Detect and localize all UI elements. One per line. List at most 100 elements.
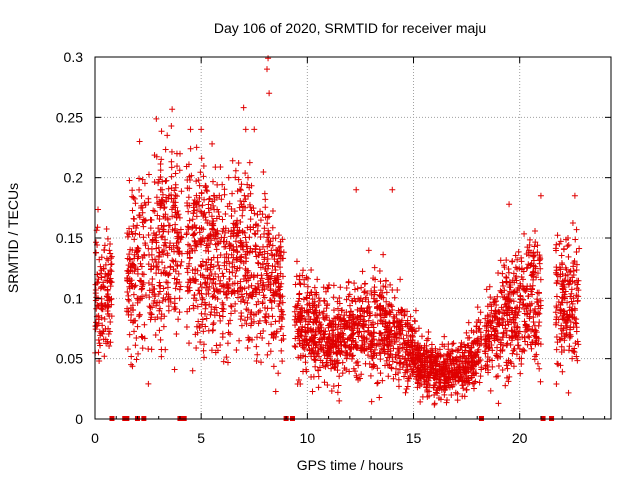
data-point — [205, 201, 212, 208]
data-point — [264, 243, 271, 250]
data-point — [207, 311, 214, 318]
data-point — [148, 263, 155, 270]
data-point — [566, 334, 573, 341]
data-point — [252, 231, 259, 238]
data-point — [160, 294, 167, 301]
data-point — [488, 307, 495, 314]
data-point — [220, 288, 227, 295]
data-point — [139, 271, 146, 278]
data-point — [394, 317, 401, 324]
data-point — [402, 321, 409, 328]
data-point — [95, 276, 102, 283]
data-point — [334, 332, 341, 339]
data-point — [153, 245, 160, 252]
data-point — [521, 318, 528, 325]
data-point — [377, 370, 384, 377]
data-point — [532, 239, 539, 246]
data-point — [462, 344, 469, 351]
data-point — [95, 302, 102, 309]
data-point — [537, 341, 544, 348]
data-point — [494, 330, 501, 337]
data-point — [104, 235, 111, 242]
data-point — [213, 246, 220, 253]
data-point — [395, 323, 402, 330]
data-point — [200, 162, 207, 169]
data-point — [308, 351, 315, 358]
data-point — [574, 338, 581, 345]
data-point — [197, 262, 204, 269]
data-point — [243, 320, 250, 327]
data-point — [264, 66, 270, 73]
data-point — [491, 328, 498, 335]
data-point — [463, 329, 470, 336]
data-point — [155, 266, 162, 273]
data-point — [258, 275, 265, 282]
data-point — [259, 334, 266, 341]
data-point — [213, 287, 220, 294]
data-point — [422, 372, 429, 379]
data-point — [392, 365, 399, 372]
data-point — [553, 241, 560, 248]
data-point — [130, 194, 137, 201]
data-point — [365, 317, 372, 324]
data-point — [378, 345, 385, 352]
data-point — [532, 327, 539, 334]
data-point — [188, 172, 195, 179]
data-point — [210, 327, 217, 334]
data-point — [191, 207, 198, 214]
data-point — [348, 326, 355, 333]
data-point — [374, 365, 381, 372]
data-point — [221, 191, 228, 198]
data-point — [221, 254, 228, 261]
data-point — [154, 314, 161, 321]
data-point — [253, 243, 260, 250]
data-point — [521, 347, 528, 354]
data-point — [391, 334, 398, 341]
axis-ticks: 0 0.05 0.1 0.15 0.2 0.25 0.3 0 5 10 15 20 — [56, 49, 611, 446]
data-point — [201, 299, 208, 306]
data-point — [131, 255, 138, 262]
data-point — [270, 235, 277, 242]
data-point — [250, 272, 257, 279]
data-point — [196, 287, 203, 294]
data-point — [167, 264, 174, 271]
data-point — [225, 320, 232, 327]
data-point — [553, 280, 560, 287]
data-point — [572, 236, 579, 243]
data-point — [505, 378, 512, 385]
data-point — [499, 366, 506, 373]
data-point — [530, 268, 537, 275]
data-point — [125, 292, 132, 299]
data-point — [380, 283, 387, 290]
data-point — [101, 242, 108, 249]
data-point — [428, 358, 435, 365]
data-point — [394, 287, 401, 294]
data-point — [168, 173, 175, 180]
data-point — [573, 266, 580, 273]
data-point — [457, 343, 464, 350]
data-point — [261, 286, 268, 293]
data-point — [414, 349, 421, 356]
data-point — [471, 380, 478, 387]
data-point — [198, 155, 205, 162]
data-point — [321, 316, 328, 323]
data-point — [196, 229, 203, 236]
y-tick-label: 0.15 — [56, 230, 83, 246]
data-point — [98, 283, 105, 290]
data-point — [159, 259, 166, 266]
data-point — [105, 257, 112, 264]
data-point — [257, 249, 264, 256]
data-point — [186, 340, 193, 347]
data-point — [394, 345, 401, 352]
data-point — [499, 334, 506, 341]
data-point — [564, 243, 571, 250]
data-point — [108, 279, 115, 286]
data-point — [162, 211, 169, 218]
data-point — [407, 344, 414, 351]
data-point — [241, 317, 248, 324]
data-point — [336, 373, 343, 380]
data-point — [129, 231, 136, 238]
data-point — [573, 249, 580, 256]
data-point — [432, 354, 439, 361]
